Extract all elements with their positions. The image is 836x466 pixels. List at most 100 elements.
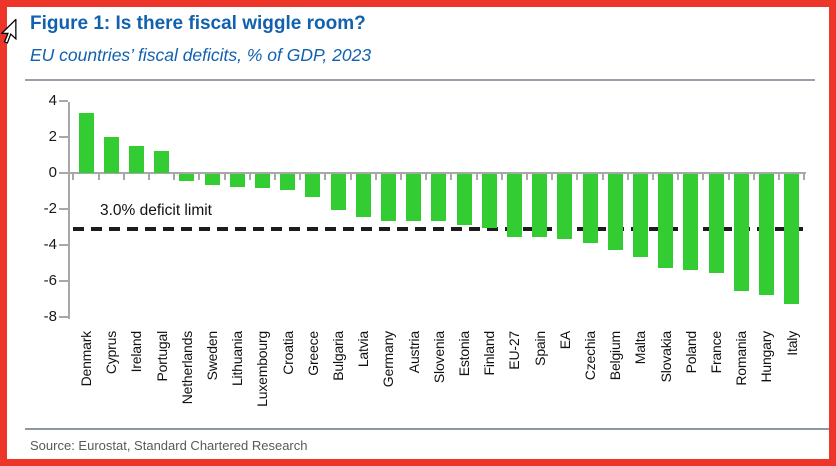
y-axis-tick-label: -2 [43,200,57,218]
bar-finland [481,174,497,229]
x-axis-tick [601,174,604,180]
x-axis-label-austria: Austria [405,331,422,374]
y-axis-tick [59,172,68,174]
bar-portugal [154,151,170,173]
bar-luxembourg [254,174,270,189]
x-axis-label-croatia: Croatia [279,331,296,375]
y-axis-tick [59,208,68,211]
x-axis-label-poland: Poland [682,331,699,374]
x-axis-zero-line [68,172,806,174]
bar-lithuania [229,174,245,187]
x-axis-tick [626,174,629,180]
deficit-limit-dashed-line [73,227,803,231]
bar-ea [557,174,573,240]
x-axis-label-bulgaria: Bulgaria [330,331,346,381]
bar-romania [733,174,749,292]
header-divider [25,79,815,81]
x-axis-tick [274,174,276,180]
x-axis-tick [652,174,654,180]
x-axis-label-spain: Spain [531,331,548,366]
x-axis-tick [72,174,75,180]
y-axis-tick [59,280,68,283]
x-axis-label-malta: Malta [632,331,649,365]
x-axis-tick [778,174,780,180]
source-note: Source: Eurostat, Standard Chartered Res… [30,438,308,453]
bar-czechia [582,174,598,243]
x-axis-tick [299,174,302,180]
y-axis-line [68,102,70,319]
x-axis-label-romania: Romania [733,331,750,386]
bar-spain [532,174,548,238]
bar-croatia [280,174,296,191]
x-axis-tick [122,174,125,180]
x-axis-tick [500,174,503,180]
bar-hungary [758,174,774,295]
x-axis-tick [374,174,377,180]
y-axis-tick-label: -4 [43,236,57,254]
x-axis-tick [677,174,680,180]
x-axis-tick [803,174,806,180]
y-axis-tick-label: 2 [48,127,57,145]
bar-denmark [78,113,94,173]
x-axis-label-estonia: Estonia [456,331,472,377]
bar-austria [406,174,422,221]
x-axis-tick [526,174,528,180]
bar-malta [632,174,648,258]
x-axis-tick [349,174,352,180]
x-axis-tick [727,174,730,180]
y-axis-tick [59,316,68,319]
x-axis-tick [248,174,251,180]
x-axis-label-slovakia: Slovakia [657,331,674,383]
x-axis-label-france: France [708,331,724,374]
x-axis-label-luxembourg: Luxembourg [254,331,271,407]
x-axis-label-slovenia: Slovenia [430,331,447,384]
y-axis-tick-label: 0 [48,164,57,181]
bar-cyprus [103,136,119,173]
x-axis-label-greece: Greece [304,331,321,376]
x-axis-label-portugal: Portugal [153,331,170,382]
bar-france [708,174,724,274]
x-axis-label-sweden: Sweden [204,331,220,381]
bar-italy [784,174,800,305]
x-axis-label-eu-27: EU-27 [506,331,523,370]
deficit-limit-label: 3.0% deficit limit [100,202,212,219]
figure-subtitle: EU countries’ fiscal deficits, % of GDP,… [30,45,372,65]
y-axis-tick-label: -6 [43,272,57,290]
x-axis-label-ea: EA [556,331,573,350]
x-axis-label-latvia: Latvia [355,331,372,368]
x-axis-tick [148,174,150,180]
x-axis-tick [223,174,226,180]
bar-belgium [607,174,623,250]
x-axis-label-hungary: Hungary [758,331,775,383]
bar-slovenia [431,174,447,221]
bar-slovakia [658,174,674,268]
x-axis-label-denmark: Denmark [78,331,94,387]
x-axis-tick [576,174,579,180]
bar-netherlands [179,174,195,182]
x-axis-label-lithuania: Lithuania [229,331,246,387]
x-axis-label-netherlands: Netherlands [178,331,195,405]
source-divider [25,428,829,430]
y-axis-tick-label: -8 [43,308,57,326]
y-axis-tick-label: 4 [48,91,57,109]
x-axis-label-finland: Finland [481,331,498,376]
figure-title: Figure 1: Is there fiscal wiggle room? [30,13,366,34]
x-axis-label-italy: Italy [783,331,800,356]
bar-poland [683,174,699,270]
y-axis-tick [59,244,68,247]
x-axis-label-cyprus: Cyprus [103,331,120,375]
y-axis-tick [59,99,68,102]
bar-eu-27 [506,174,522,238]
x-axis-label-czechia: Czechia [582,331,598,381]
y-axis-tick [59,135,68,138]
bar-latvia [355,174,371,218]
x-axis-tick [450,174,453,180]
x-axis-tick [97,174,100,180]
x-axis-tick [198,174,201,180]
x-axis-label-belgium: Belgium [607,331,624,381]
x-axis-tick [425,174,428,180]
cursor-icon [1,19,17,44]
x-axis-tick [702,174,705,180]
x-axis-tick [752,174,755,180]
